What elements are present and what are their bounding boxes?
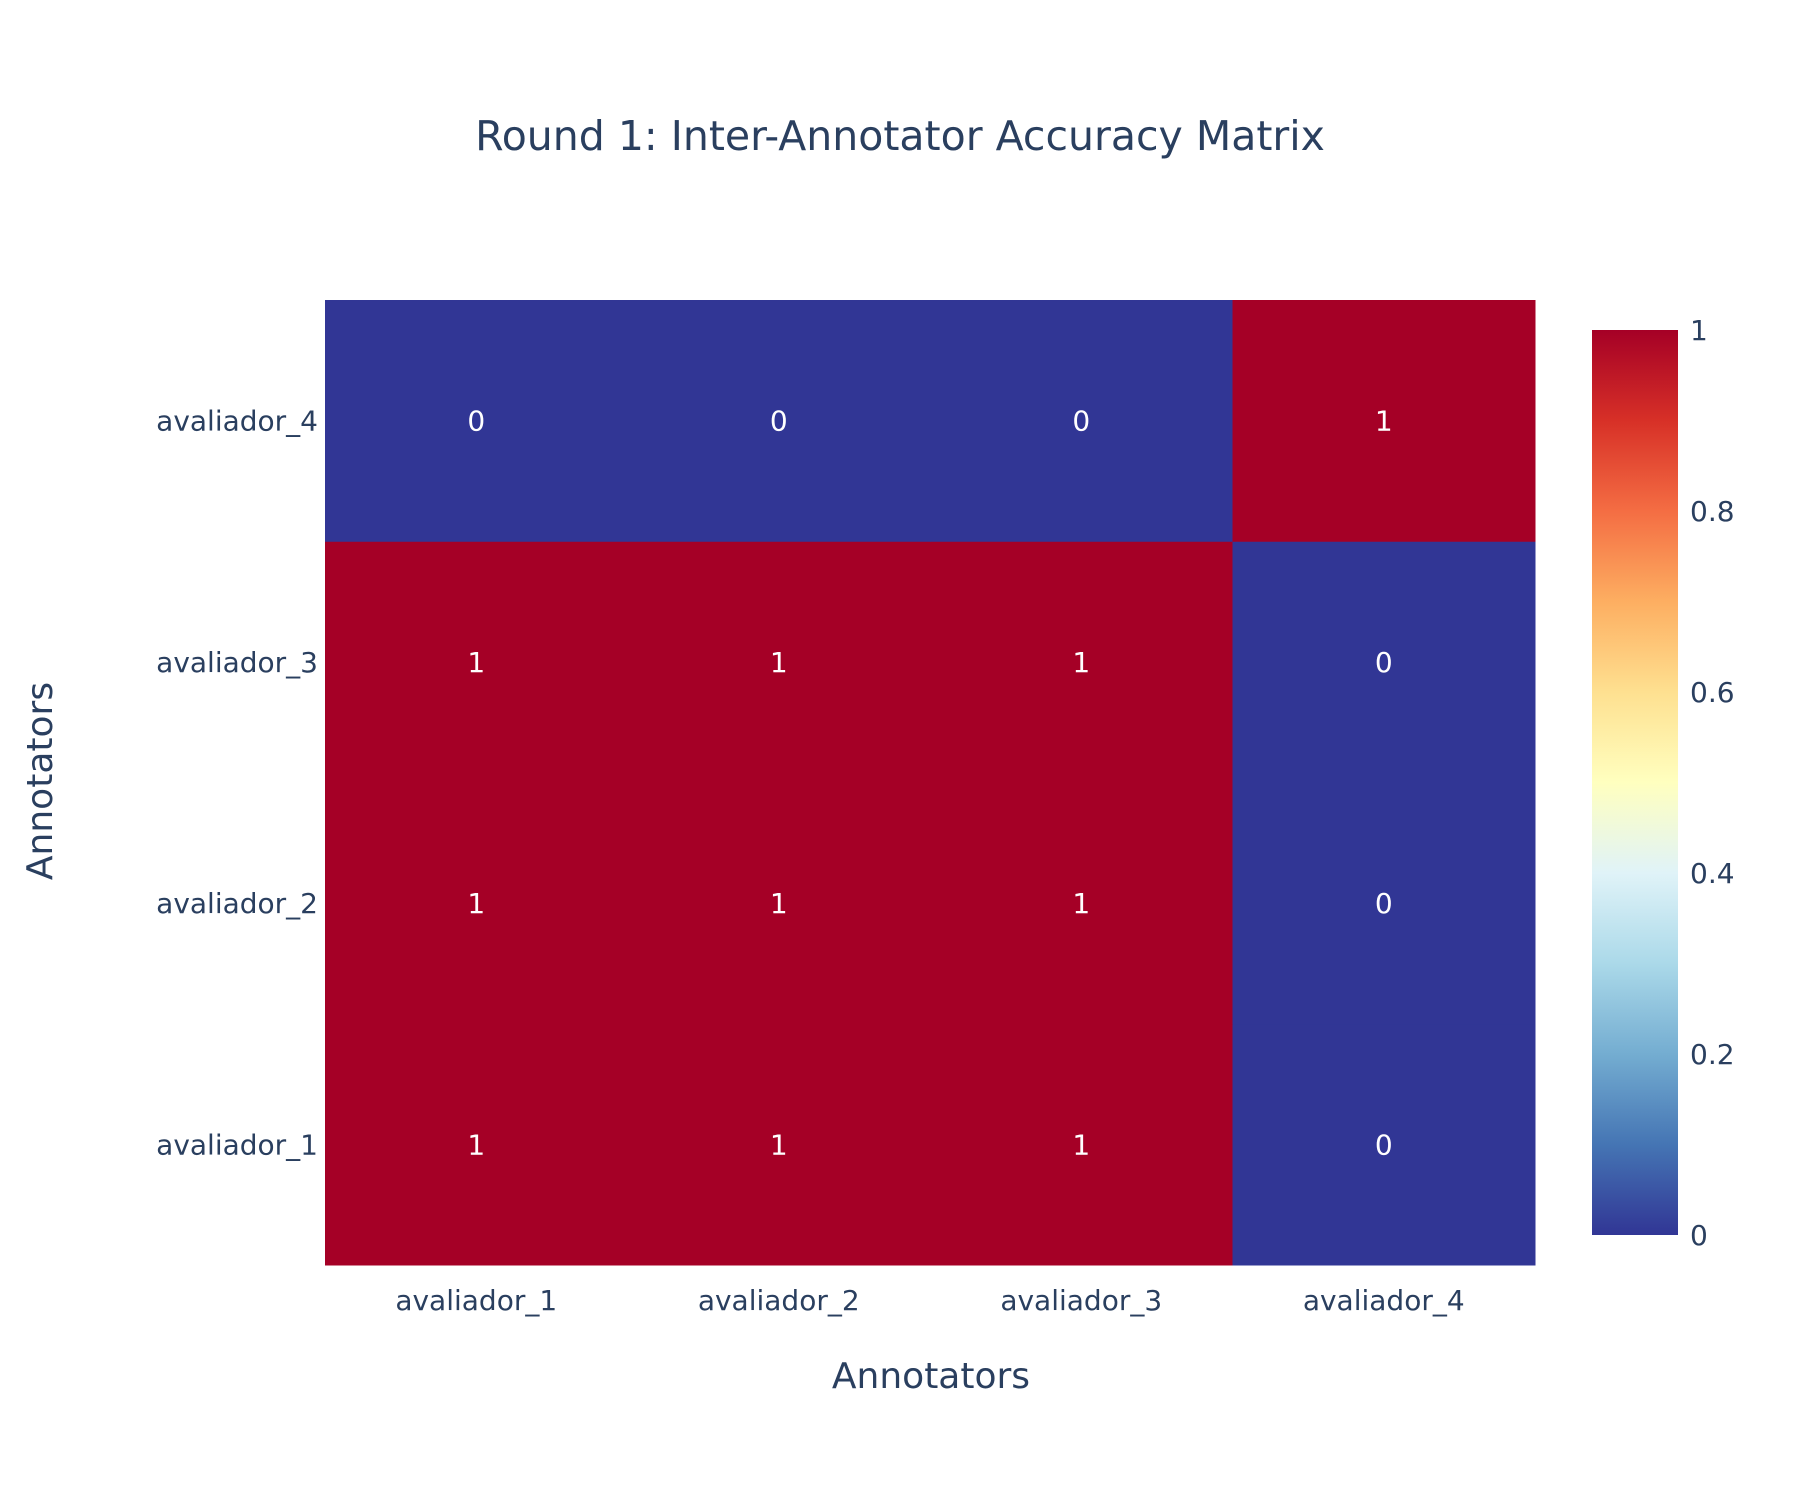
cell-value-label: 1	[770, 887, 788, 920]
cell-value-label: 1	[770, 646, 788, 679]
heatmap-cell-avaliador_1-avaliador_2	[627, 1023, 931, 1266]
x-tick-label: avaliador_1	[395, 1284, 557, 1317]
heatmap-cell-avaliador_4-avaliador_2	[627, 300, 931, 542]
cell-value-label: 0	[1375, 1128, 1393, 1161]
x-tick-label: avaliador_4	[1303, 1284, 1465, 1317]
y-tick-label: avaliador_3	[156, 646, 318, 679]
colorbar-ticks: 0 0.2 0.4 0.6 0.8 1	[1690, 314, 1735, 1252]
heatmap-cell-avaliador_4-avaliador_1	[325, 300, 628, 542]
colorbar	[1592, 330, 1678, 1235]
cell-value-label: 0	[1375, 887, 1393, 920]
y-tick-label: avaliador_4	[156, 405, 318, 438]
chart-title: Round 1: Inter-Annotator Accuracy Matrix	[475, 112, 1325, 160]
colorbar-tick-label: 1	[1690, 314, 1708, 347]
cell-value-label: 0	[1072, 405, 1090, 438]
cell-value-label: 0	[770, 405, 788, 438]
heatmap-cell-avaliador_3-avaliador_1	[325, 541, 628, 783]
cell-value-label: 1	[1375, 405, 1393, 438]
colorbar-tick-label: 0.4	[1690, 857, 1735, 890]
cell-value-label: 1	[467, 1128, 485, 1161]
heatmap-cell-avaliador_2-avaliador_2	[627, 782, 931, 1025]
cell-value-label: 1	[1072, 887, 1090, 920]
heatmap-cell-avaliador_1-avaliador_3	[930, 1023, 1233, 1266]
cell-value-label: 1	[1072, 646, 1090, 679]
colorbar-tick-label: 0.2	[1690, 1038, 1735, 1071]
colorbar-tick-label: 0.8	[1690, 495, 1735, 528]
colorbar-tick-label: 0	[1690, 1219, 1708, 1252]
heatmap-cell-avaliador_1-avaliador_1	[325, 1023, 628, 1266]
heatmap-cell-avaliador_3-avaliador_4	[1232, 541, 1536, 783]
cell-value-label: 1	[467, 887, 485, 920]
y-axis-title: Annotators	[20, 682, 61, 880]
cell-value-label: 0	[467, 405, 485, 438]
x-tick-label: avaliador_2	[698, 1284, 860, 1317]
heatmap-cell-avaliador_4-avaliador_3	[930, 300, 1233, 542]
heatmap-cell-avaliador_1-avaliador_4	[1232, 1023, 1536, 1266]
x-tick-label: avaliador_3	[1000, 1284, 1162, 1317]
heatmap-cell-avaliador_2-avaliador_3	[930, 782, 1233, 1025]
y-tick-label: avaliador_2	[156, 887, 318, 920]
colorbar-tick-label: 0.6	[1690, 676, 1735, 709]
cell-value-label: 1	[467, 646, 485, 679]
cell-value-label: 1	[770, 1128, 788, 1161]
heatmap-cell-avaliador_2-avaliador_4	[1232, 782, 1536, 1025]
cell-value-label: 1	[1072, 1128, 1090, 1161]
heatmap-cell-labels: 1 1 1 0 1 1 1 0 1 1 1 0 0 0 0 1	[467, 405, 1392, 1162]
x-axis-ticks: avaliador_1 avaliador_2 avaliador_3 avaliad…	[395, 1284, 1464, 1317]
y-tick-label: avaliador_1	[156, 1128, 318, 1161]
y-axis-ticks: avaliador_1 avaliador_2 avaliador_3 avaliad…	[156, 405, 318, 1162]
x-axis-title: Annotators	[832, 1356, 1030, 1397]
cell-value-label: 0	[1375, 646, 1393, 679]
heatmap-cell-avaliador_3-avaliador_2	[627, 541, 931, 783]
heatmap-cell-avaliador_3-avaliador_3	[930, 541, 1233, 783]
heatmap-cell-avaliador_2-avaliador_1	[325, 782, 628, 1025]
heatmap-cells	[325, 300, 1536, 1266]
heatmap-cell-avaliador_4-avaliador_4	[1232, 300, 1536, 542]
